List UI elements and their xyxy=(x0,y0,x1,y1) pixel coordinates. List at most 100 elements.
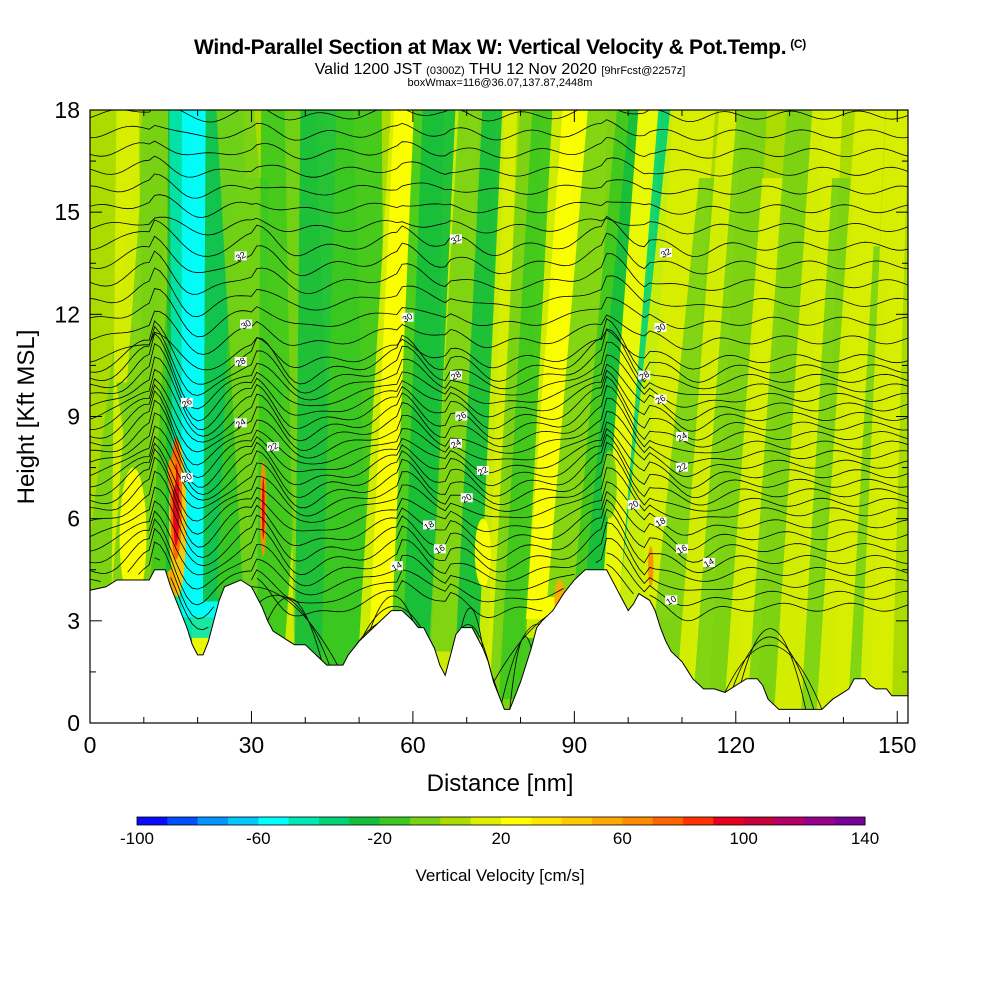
theta-label: 10 xyxy=(664,594,678,608)
colorbar-swatch xyxy=(501,817,532,825)
theta-label-text: 20 xyxy=(460,491,474,505)
theta-label-text: 28 xyxy=(449,369,463,383)
theta-label: 24 xyxy=(675,430,689,444)
theta-contour xyxy=(90,375,908,443)
theta-contour xyxy=(90,155,908,178)
theta-label-text: 22 xyxy=(266,440,280,454)
y-axis: 0 3 6 9 12 15 18 xyxy=(54,97,908,736)
theta-label: 24 xyxy=(449,437,463,451)
theta-contour xyxy=(90,288,908,338)
theta-label: 26 xyxy=(454,410,468,424)
theta-contour xyxy=(90,486,908,558)
colorbar-swatch xyxy=(319,817,350,825)
theta-contour xyxy=(90,518,908,590)
theta-contour xyxy=(369,595,414,632)
y-tick-label: 15 xyxy=(54,199,80,225)
colorbar-swatch xyxy=(622,817,654,825)
theta-label-text: 16 xyxy=(433,542,447,556)
theta-label-bg xyxy=(433,544,446,554)
velocity-streak xyxy=(859,110,908,706)
theta-label-text: 26 xyxy=(454,410,468,424)
x-axis: 0 30 60 90 120 150 xyxy=(84,110,916,758)
updraft-core xyxy=(474,518,491,587)
theta-label-text: 30 xyxy=(401,311,415,325)
theta-label-bg xyxy=(180,472,193,482)
theta-label: 14 xyxy=(390,560,404,574)
theta-label-text: 32 xyxy=(449,233,463,247)
theta-label-text: 22 xyxy=(675,461,689,475)
theta-contour xyxy=(460,607,484,649)
colorbar-swatch xyxy=(228,817,259,825)
theta-contour xyxy=(90,343,908,422)
colorbar-swatch xyxy=(288,817,320,825)
theta-label: 16 xyxy=(433,542,447,556)
theta-label-text: 14 xyxy=(390,560,404,574)
theta-label: 16 xyxy=(675,542,689,556)
theta-label: 22 xyxy=(266,440,280,454)
theta-label-text: 28 xyxy=(637,369,651,383)
theta-label: 20 xyxy=(180,471,194,485)
theta-contour xyxy=(251,586,338,666)
velocity-streak xyxy=(617,110,716,618)
theta-label-text: 30 xyxy=(239,318,253,332)
colorbar-title: Vertical Velocity [cm/s] xyxy=(415,866,584,885)
theta-contour xyxy=(90,441,908,509)
theta-contour xyxy=(154,557,908,631)
theta-label-bg xyxy=(180,397,193,407)
theta-label-text: 20 xyxy=(180,471,194,485)
theta-label: 22 xyxy=(476,464,490,478)
colorbar: -100 -60 -20 20 60 100 140 xyxy=(120,816,879,848)
theta-contour xyxy=(90,412,908,488)
x-axis-title: Distance [nm] xyxy=(427,770,574,797)
theta-label: 32 xyxy=(234,250,248,264)
chart-subtitle: Valid 1200 JST (0300Z) THU 12 Nov 2020 [… xyxy=(314,61,686,78)
theta-label-text: 28 xyxy=(234,355,248,369)
theta-label-text: 24 xyxy=(234,416,248,430)
theta-contour xyxy=(90,250,908,295)
theta-contour xyxy=(90,456,908,535)
theta-label-bg xyxy=(702,557,715,567)
theta-label-bg xyxy=(449,438,462,448)
theta-label-bg xyxy=(266,442,279,452)
theta-label-bg xyxy=(675,462,688,472)
theta-contour xyxy=(90,110,908,123)
theta-label-bg xyxy=(460,493,473,503)
x-tick-label: 60 xyxy=(400,732,426,758)
theta-contour xyxy=(90,368,908,437)
colorbar-swatch xyxy=(470,817,502,825)
chart-title: Wind-Parallel Section at Max W: Vertical… xyxy=(194,36,806,59)
theta-contour xyxy=(90,527,908,606)
x-tick-label: 120 xyxy=(717,732,755,758)
theta-contour xyxy=(90,332,908,410)
theta-label-text: 32 xyxy=(234,250,248,264)
theta-contour xyxy=(90,215,908,257)
theta-label: 20 xyxy=(627,498,641,512)
theta-label: 24 xyxy=(234,416,248,430)
colorbar-label: -100 xyxy=(120,829,154,848)
theta-label-bg xyxy=(234,251,247,261)
theta-label: 32 xyxy=(449,233,463,247)
theta-contour xyxy=(90,425,908,496)
updraft-core xyxy=(119,467,147,604)
theta-label-text: 18 xyxy=(422,519,436,533)
theta-label-bg xyxy=(234,418,247,428)
colorbar-swatch xyxy=(804,817,836,825)
theta-contour xyxy=(90,448,908,522)
colorbar-swatch xyxy=(167,817,199,825)
colorbar-swatch xyxy=(774,817,805,825)
theta-label-bg xyxy=(401,312,414,322)
theta-contour xyxy=(90,173,908,199)
colorbar-swatch xyxy=(743,817,775,825)
theta-label-bg xyxy=(659,248,672,258)
theta-contour xyxy=(138,541,908,620)
colorbar-swatch xyxy=(834,817,866,825)
theta-label: 30 xyxy=(401,311,415,325)
colorbar-swatch xyxy=(531,817,563,825)
theta-label-bg xyxy=(638,370,651,380)
theta-label-text: 32 xyxy=(659,246,673,260)
y-tick-label: 9 xyxy=(67,404,80,430)
x-tick-label: 90 xyxy=(562,732,588,758)
colorbar-frame xyxy=(136,816,866,826)
